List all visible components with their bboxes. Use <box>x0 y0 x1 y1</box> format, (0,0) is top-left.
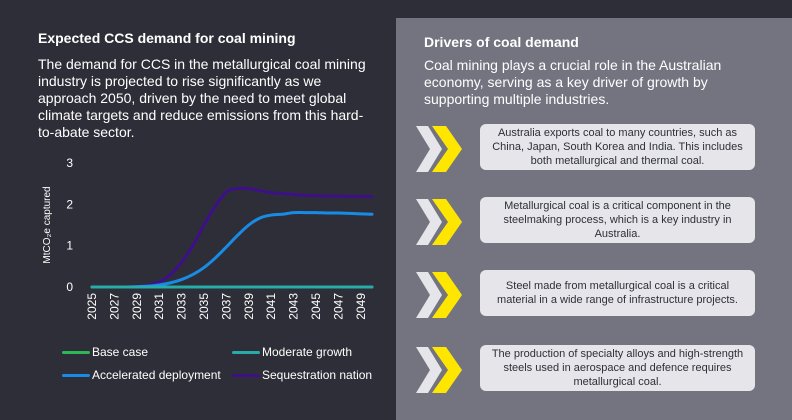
legend-label-base-case: Base case <box>92 345 149 359</box>
driver-item-infrastructure: Steel made from metallurgical coal is a … <box>416 270 776 320</box>
drivers-title: Drivers of coal demand <box>424 34 579 50</box>
chevron-right-icon <box>416 199 462 245</box>
x-tick-label: 2035 <box>197 293 211 320</box>
legend-item-moderate-growth: Moderate growth <box>232 345 352 359</box>
x-tick-label: 2025 <box>85 293 99 320</box>
chevron-right-icon <box>416 347 462 393</box>
driver-text-steelmaking: Metallurgical coal is a critical compone… <box>480 197 755 243</box>
legend-item-base-case: Base case <box>62 345 148 359</box>
chart-section-description: The demand for CCS in the metallurgical … <box>38 56 366 140</box>
legend-swatch-sequestration-nation <box>232 374 260 378</box>
y-tick-label: 2 <box>66 197 73 211</box>
drivers-description: Coal mining plays a crucial role in the … <box>424 57 722 107</box>
chevron-right-icon <box>416 272 462 318</box>
x-tick-label: 2049 <box>354 293 368 320</box>
legend-label-moderate-growth: Moderate growth <box>262 345 353 359</box>
driver-item-alloys: The production of specialty alloys and h… <box>416 345 776 395</box>
x-tick-label: 2027 <box>107 293 121 320</box>
x-tick-label: 2033 <box>175 293 189 320</box>
driver-item-steelmaking: Metallurgical coal is a critical compone… <box>416 197 776 247</box>
chevron-right-icon <box>416 126 462 172</box>
series-line-accelerated-deployment <box>90 210 374 289</box>
legend-label-accelerated-deployment: Accelerated deployment <box>92 368 221 382</box>
x-tick-label: 2031 <box>152 293 166 320</box>
legend-swatch-base-case <box>62 351 90 355</box>
series-line-sequestration-nation <box>90 186 374 289</box>
x-tick-label: 2045 <box>309 293 323 320</box>
driver-text-exports: Australia exports coal to many countries… <box>480 124 755 170</box>
driver-item-exports: Australia exports coal to many countries… <box>416 124 776 174</box>
x-tick-label: 2047 <box>331 293 345 320</box>
y-axis-label: MtCO₂e captured <box>42 186 53 263</box>
legend-item-sequestration-nation: Sequestration nation <box>232 368 372 382</box>
chart-section-title: Expected CCS demand for coal mining <box>38 30 296 46</box>
y-tick-label: 1 <box>66 239 73 253</box>
legend-label-sequestration-nation: Sequestration nation <box>262 368 373 382</box>
driver-text-infrastructure: Steel made from metallurgical coal is a … <box>480 270 755 316</box>
y-tick-label: 3 <box>66 156 73 170</box>
x-tick-label: 2041 <box>264 293 278 320</box>
left-panel <box>0 0 396 420</box>
y-tick-label: 0 <box>66 280 73 294</box>
x-tick-label: 2043 <box>287 293 301 320</box>
x-tick-label: 2029 <box>130 293 144 320</box>
driver-text-alloys: The production of specialty alloys and h… <box>480 345 755 391</box>
legend-swatch-accelerated-deployment <box>62 374 90 378</box>
x-tick-label: 2037 <box>219 293 233 320</box>
legend-swatch-moderate-growth <box>232 351 260 355</box>
legend-item-accelerated-deployment: Accelerated deployment <box>62 368 221 382</box>
ccs-demand-chart: MtCO₂e captured 0 1 2 3 2025 2027 2029 2031 2033 2… <box>42 156 374 320</box>
x-tick-label: 2039 <box>242 293 256 320</box>
